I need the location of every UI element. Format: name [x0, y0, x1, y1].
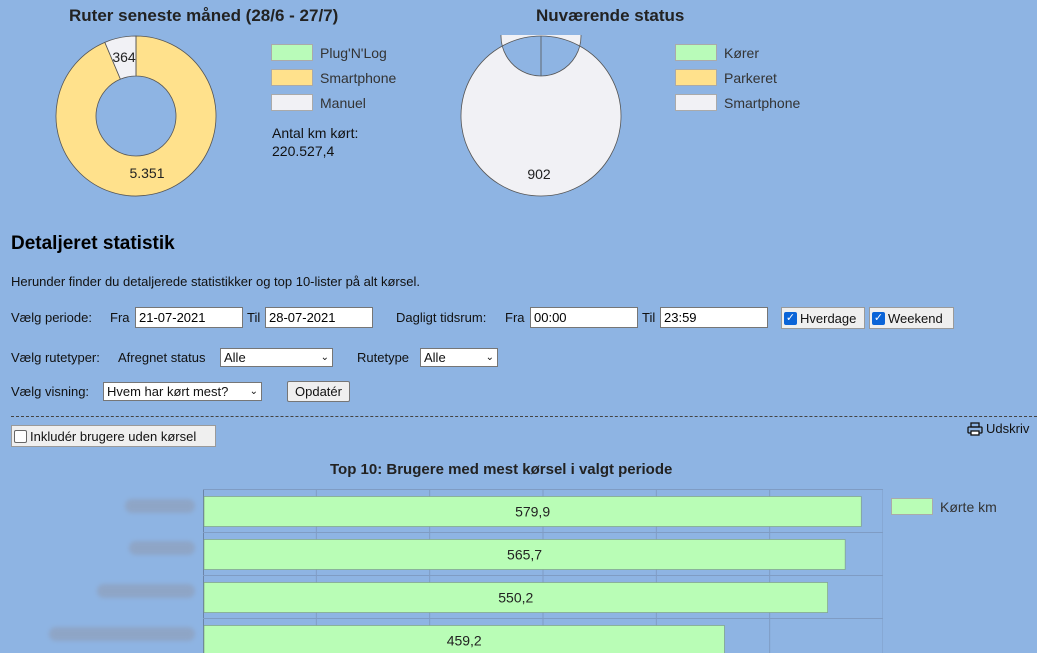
donut1-value-label-smartphone: 5.351: [129, 165, 164, 181]
checkmark-icon[interactable]: ✓: [872, 311, 885, 325]
chevron-down-icon: ⌄: [485, 352, 494, 363]
divider: [11, 416, 1037, 417]
route-type-value: Alle: [424, 350, 446, 365]
route-type-select[interactable]: Alle ⌄: [420, 348, 498, 367]
legend-swatch: [271, 69, 313, 86]
period-label: Vælg periode:: [11, 310, 92, 325]
donut1-title: Ruter seneste måned (28/6 - 27/7): [69, 6, 339, 25]
to-label: Til: [247, 310, 261, 325]
donut2-value-label-smartphone: 902: [527, 166, 551, 182]
legend-swatch: [675, 69, 717, 86]
bar-3: [203, 625, 725, 653]
route-type-label: Rutetype: [357, 350, 410, 365]
legend-swatch: [675, 44, 717, 61]
include-users-toggle[interactable]: Inkludér brugere uden kørsel: [11, 425, 216, 447]
bar-chart-user-labels: [0, 489, 203, 653]
update-button[interactable]: Opdatér: [287, 381, 350, 402]
donut2-chart: 902: [460, 35, 622, 197]
route-types-label: Vælg rutetyper:: [11, 350, 100, 365]
view-value: Hvem har kørt mest?: [107, 384, 229, 399]
bar-chart-title: Top 10: Brugere med mest kørsel i valgt …: [330, 461, 673, 478]
legend-label: Kører: [724, 44, 759, 61]
legend-swatch: [271, 44, 313, 61]
donut2-legend-item: Parkeret: [675, 69, 777, 86]
section-title: Detaljeret statistik: [11, 233, 175, 254]
billing-status-label: Afregnet status: [118, 350, 206, 365]
donut2-legend-item: Smartphone: [675, 94, 800, 111]
billing-status-select[interactable]: Alle ⌄: [220, 348, 333, 367]
bar-value-label-1: 565,7: [507, 547, 542, 563]
printer-icon: [967, 421, 983, 436]
billing-status-value: Alle: [224, 350, 246, 365]
to-date-input[interactable]: [265, 307, 373, 328]
print-label: Udskriv: [986, 421, 1030, 436]
donut2-slice-2: [460, 35, 622, 197]
donut1-legend-item: Manuel: [271, 94, 366, 111]
section-description: Herunder finder du detaljerede statistik…: [11, 274, 420, 289]
legend-label: Kørte km: [940, 498, 997, 515]
weekdays-label: Hverdage: [800, 310, 857, 326]
print-link[interactable]: Udskriv: [967, 421, 1029, 436]
donut1-slice-1: [55, 35, 217, 197]
bar-value-label-3: 459,2: [447, 633, 482, 649]
daily-to-input[interactable]: [660, 307, 768, 328]
blurred-user-label: [49, 627, 195, 641]
chevron-down-icon: ⌄: [320, 352, 329, 363]
legend-label: Manuel: [320, 94, 366, 111]
legend-label: Plug'N'Log: [320, 44, 387, 61]
blurred-user-label: [97, 584, 195, 598]
bar-chart: 579,9 565,7 550,2 459,2: [203, 489, 883, 653]
blurred-user-label: [125, 499, 195, 513]
bar-value-label-0: 579,9: [515, 504, 550, 520]
bar-value-label-2: 550,2: [498, 590, 533, 606]
daily-time-label: Dagligt tidsrum:: [396, 310, 487, 325]
legend-swatch: [675, 94, 717, 111]
weekend-label: Weekend: [888, 310, 943, 326]
bar-legend-item: Kørte km: [891, 498, 997, 515]
chevron-down-icon: ⌄: [249, 386, 258, 397]
legend-label: Smartphone: [724, 94, 801, 111]
bar-0: [203, 496, 862, 527]
donut1-chart: 5.351 364: [55, 35, 217, 197]
from-label: Fra: [110, 310, 130, 325]
donut1-legend-item: Smartphone: [271, 69, 396, 86]
from-date-input[interactable]: [135, 307, 243, 328]
donut1-value-label-manuel: 364: [112, 49, 136, 65]
legend-label: Smartphone: [320, 69, 397, 86]
donut1-legend-item: Plug'N'Log: [271, 44, 387, 61]
checkmark-icon[interactable]: ✓: [784, 311, 797, 325]
donut2-title: Nuværende status: [536, 6, 685, 25]
daily-to-label: Til: [642, 310, 656, 325]
km-total-label: Antal km kørt:: [272, 125, 359, 141]
view-label: Vælg visning:: [11, 384, 90, 399]
bar-2: [203, 582, 828, 613]
legend-label: Parkeret: [724, 69, 777, 86]
donut2-legend-item: Kører: [675, 44, 759, 61]
view-select[interactable]: Hvem har kørt mest? ⌄: [103, 382, 262, 401]
blurred-user-label: [129, 541, 195, 555]
km-total-value: 220.527,4: [272, 143, 335, 159]
weekdays-toggle[interactable]: ✓ Hverdage: [781, 307, 865, 329]
include-users-label: Inkludér brugere uden kørsel: [30, 428, 197, 444]
daily-from-label: Fra: [505, 310, 525, 325]
daily-from-input[interactable]: [530, 307, 638, 328]
legend-swatch: [271, 94, 313, 111]
legend-swatch: [891, 498, 933, 515]
bar-1: [203, 539, 846, 570]
weekend-toggle[interactable]: ✓ Weekend: [869, 307, 954, 329]
checkbox-icon[interactable]: [14, 429, 27, 443]
